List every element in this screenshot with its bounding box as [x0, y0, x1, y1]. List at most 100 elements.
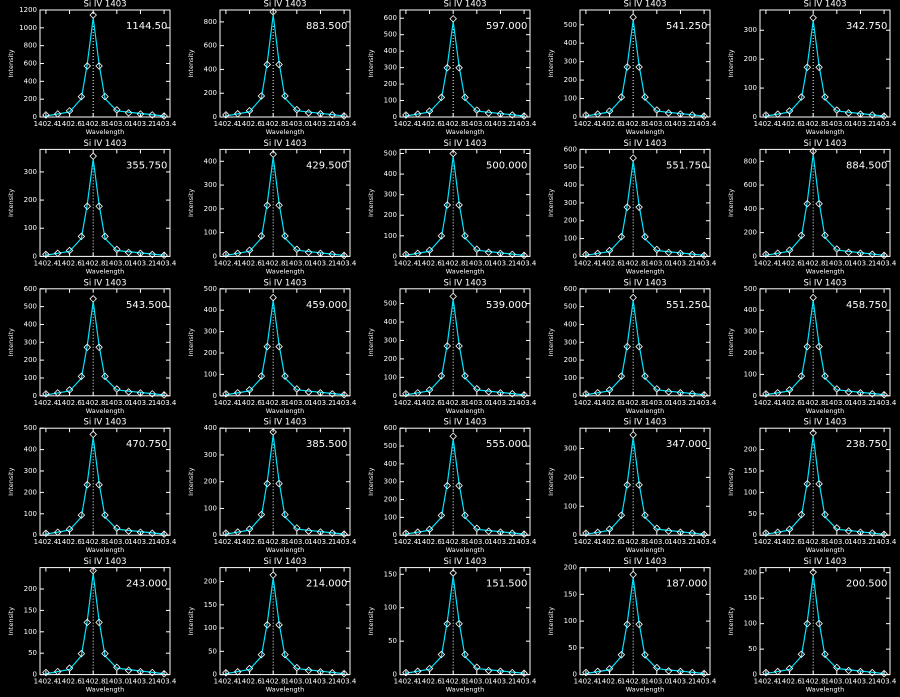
y-tick-label: 0 [393, 252, 397, 260]
data-point [316, 249, 325, 258]
y-tick-label: 600 [564, 285, 577, 293]
data-point [304, 666, 313, 675]
x-tick-label: 1403.0 [105, 120, 130, 128]
panel: Si IV 1403 Wavelength Intensity 355.750 1402… [7, 139, 177, 276]
data-point [797, 93, 806, 101]
panel: Si IV 1403 Wavelength Intensity 541.250 1402… [547, 0, 717, 136]
data-point [473, 385, 481, 393]
y-tick-label: 300 [384, 64, 397, 72]
data-point [833, 385, 841, 393]
x-axis-label: Wavelength [806, 546, 845, 554]
data-point [593, 249, 602, 258]
data-point [880, 669, 888, 678]
y-tick-label: 300 [744, 26, 757, 34]
x-tick-label: 1402.8 [621, 120, 646, 128]
x-tick-label: 1403.0 [645, 399, 670, 407]
x-tick-label: 1403.0 [285, 538, 310, 546]
x-axis-label: Wavelength [446, 267, 485, 275]
y-tick-label: 100 [204, 370, 217, 378]
x-tick-label: 1402.8 [441, 678, 466, 686]
y-axis-label: Intensity [547, 607, 555, 635]
y-tick-label: 0 [753, 113, 757, 121]
data-point [77, 92, 86, 101]
y-tick-label: 500 [384, 300, 397, 308]
chart-title: Si IV 1403 [83, 0, 126, 10]
data-point [275, 621, 283, 629]
y-tick-label: 300 [564, 58, 577, 66]
data-point [437, 650, 446, 659]
x-tick-label: 1402.4 [754, 259, 779, 267]
y-tick-label: 200 [564, 564, 577, 572]
y-axis-label: Intensity [727, 328, 735, 356]
y-tick-label: 300 [744, 328, 757, 336]
y-tick-label: 400 [564, 181, 577, 189]
data-point [53, 249, 62, 258]
x-tick-label: 1402.8 [81, 538, 106, 546]
x-tick-label: 1403.4 [512, 678, 537, 686]
data-point [617, 93, 626, 101]
x-axis-label: Wavelength [266, 686, 305, 694]
panel: Si IV 1403 Wavelength Intensity 543.500 1402… [7, 278, 177, 415]
y-tick-label: 300 [384, 336, 397, 344]
data-point [89, 295, 97, 303]
data-point [160, 112, 168, 120]
x-tick-label: 1402.8 [621, 259, 646, 267]
data-point [809, 568, 817, 576]
y-axis-label: Intensity [7, 328, 15, 356]
data-point [304, 109, 313, 117]
data-point [340, 390, 348, 399]
data-point [473, 663, 481, 672]
data-point [455, 64, 463, 72]
data-point [443, 342, 452, 350]
data-point [316, 389, 325, 397]
data-point [635, 63, 643, 71]
x-tick-label: 1403.4 [692, 259, 717, 267]
y-tick-label: 200 [384, 80, 397, 88]
x-tick-label: 1403.2 [128, 399, 153, 407]
y-tick-label: 100 [564, 95, 577, 103]
data-point [77, 372, 86, 381]
data-point [148, 668, 157, 677]
panel: Si IV 1403 Wavelength Intensity 187.000 1402… [547, 557, 717, 694]
x-tick-label: 1402.6 [597, 538, 622, 546]
y-axis-label: Intensity [367, 189, 375, 217]
y-tick-label: 100 [384, 373, 397, 381]
y-tick-label: 400 [384, 170, 397, 178]
x-tick-label: 1402.4 [34, 259, 59, 267]
data-point [844, 109, 853, 117]
data-point [443, 481, 452, 490]
data-point [83, 343, 92, 352]
data-point [664, 667, 673, 675]
data-point [136, 110, 145, 118]
y-tick-label: 600 [564, 145, 577, 153]
x-tick-label: 1403.4 [332, 538, 357, 546]
data-point [880, 112, 888, 120]
y-tick-label: 0 [393, 113, 397, 121]
x-tick-label: 1403.4 [332, 259, 357, 267]
y-tick-label: 300 [564, 444, 577, 452]
data-point [520, 251, 528, 260]
data-point [304, 388, 313, 396]
y-tick-label: 300 [24, 467, 37, 475]
x-tick-label: 1402.4 [754, 678, 779, 686]
x-tick-label: 1403.2 [128, 120, 153, 128]
annotation: 1144.50 [126, 21, 167, 32]
data-point [275, 60, 283, 69]
chart-title: Si IV 1403 [263, 0, 306, 10]
data-point [113, 385, 121, 393]
annotation: 200.500 [846, 579, 887, 590]
data-point [856, 667, 865, 676]
data-point [328, 668, 337, 677]
y-tick-label: 200 [744, 55, 757, 63]
x-tick-label: 1403.2 [668, 678, 693, 686]
x-tick-label: 1403.0 [285, 120, 310, 128]
data-point [700, 669, 708, 678]
y-tick-label: 100 [204, 504, 217, 512]
data-point [328, 529, 337, 537]
chart-title: Si IV 1403 [263, 278, 306, 288]
data-point [148, 390, 157, 398]
data-point [257, 650, 266, 659]
x-tick-label: 1403.2 [668, 399, 693, 407]
chart-title: Si IV 1403 [803, 139, 846, 149]
x-axis-label: Wavelength [266, 128, 305, 136]
